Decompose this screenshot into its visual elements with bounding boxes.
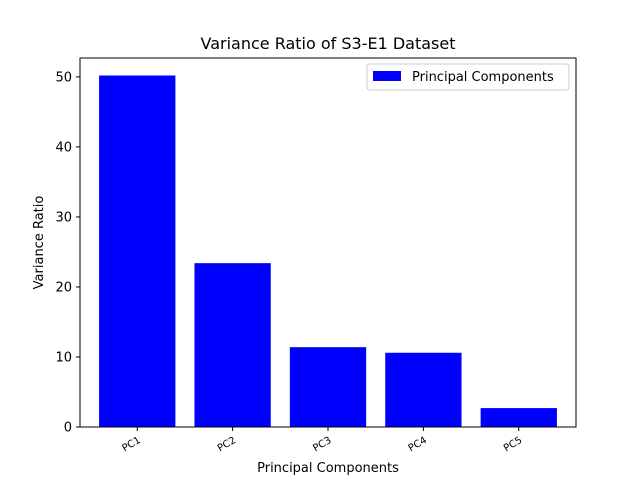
y-tick-label: 40: [55, 140, 72, 155]
chart-title: Variance Ratio of S3-E1 Dataset: [200, 34, 455, 53]
y-tick-label: 10: [55, 350, 72, 365]
bars-group: [99, 75, 557, 427]
bar-pc4: [385, 352, 462, 427]
y-axis-ticks: 0 10 20 30 40 50: [55, 70, 80, 436]
x-axis-label: Principal Components: [257, 461, 399, 476]
legend-label: Principal Components: [412, 70, 554, 85]
y-tick-label: 30: [55, 210, 72, 225]
y-tick-label: 50: [55, 70, 72, 85]
y-axis-label: Variance Ratio: [32, 196, 47, 290]
bar-pc5: [480, 408, 557, 427]
legend-swatch: [373, 71, 401, 81]
axes-frame: [79, 57, 577, 428]
bar-pc3: [289, 347, 367, 427]
y-tick-label: 0: [64, 421, 72, 436]
legend-box: [366, 63, 570, 91]
legend: Principal Components: [366, 63, 570, 91]
bar-pc2: [194, 263, 271, 427]
y-tick-label: 20: [55, 280, 72, 295]
bar-pc1: [99, 75, 176, 427]
